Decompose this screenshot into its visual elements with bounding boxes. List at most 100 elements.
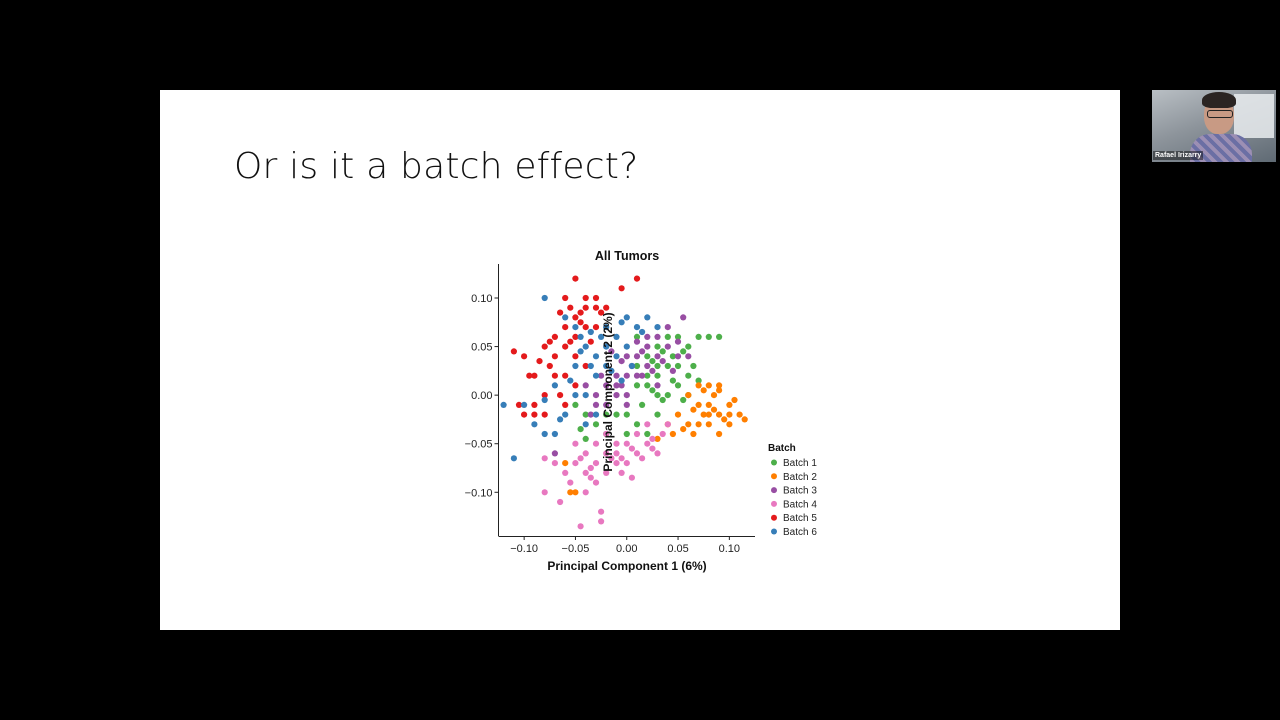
data-point — [644, 314, 651, 321]
data-point — [649, 387, 656, 394]
data-point — [664, 392, 671, 399]
data-point — [741, 416, 748, 423]
data-point — [664, 362, 671, 370]
data-point — [557, 416, 564, 423]
data-point — [623, 411, 630, 418]
data-point — [618, 377, 625, 384]
data-point — [639, 372, 646, 379]
data-point — [526, 372, 533, 379]
data-point — [603, 304, 610, 311]
data-point — [582, 362, 589, 370]
data-point — [680, 348, 687, 355]
data-point — [572, 460, 579, 467]
data-point — [674, 382, 682, 389]
data-point — [649, 367, 656, 374]
data-point — [710, 392, 718, 399]
data-point — [521, 401, 528, 408]
data-point — [582, 382, 589, 389]
legend-swatch — [771, 514, 777, 521]
data-point — [644, 333, 651, 340]
legend-title: Batch — [768, 443, 796, 454]
data-point — [551, 430, 558, 438]
data-point — [608, 348, 615, 355]
data-point — [592, 324, 600, 331]
data-point — [649, 435, 656, 442]
data-point — [736, 411, 743, 418]
data-point — [690, 430, 697, 438]
chart-title: All Tumors — [595, 249, 659, 263]
scatter-plot: All Tumors −0.10 −0.05 0.00 0.05 0.10 0.10 0.0… — [465, 249, 818, 573]
data-point — [598, 309, 605, 316]
data-point — [654, 435, 661, 442]
data-point — [582, 343, 589, 350]
data-point — [618, 358, 625, 365]
data-point — [536, 358, 543, 365]
data-point — [623, 353, 630, 360]
presentation-slide: Or is it a batch effect? All Tumors −0.1… — [160, 90, 1120, 630]
data-point — [582, 411, 589, 418]
data-point — [639, 348, 646, 355]
data-point — [608, 367, 615, 374]
data-point — [628, 445, 635, 452]
y-tick-label: 0.00 — [471, 390, 492, 402]
data-point — [618, 319, 625, 326]
data-point — [644, 382, 651, 389]
data-point — [705, 401, 712, 408]
data-point — [690, 362, 697, 370]
data-point — [562, 401, 569, 408]
data-point — [531, 421, 538, 428]
data-point — [603, 469, 610, 476]
legend-entry: Batch 2 — [783, 472, 817, 483]
data-point — [577, 309, 584, 316]
data-point — [577, 455, 584, 462]
data-point — [639, 455, 646, 462]
data-point — [639, 401, 646, 408]
x-tick-label: −0.05 — [562, 543, 590, 555]
data-point — [700, 411, 707, 418]
data-point — [587, 464, 594, 472]
data-point — [664, 333, 671, 340]
data-point — [562, 411, 569, 418]
data-point — [613, 353, 620, 360]
data-point — [546, 338, 553, 345]
data-point — [582, 489, 589, 496]
data-point — [654, 353, 661, 360]
x-tick-label: 0.05 — [667, 543, 688, 555]
data-point — [674, 333, 682, 340]
data-point — [618, 285, 625, 292]
data-point — [577, 523, 584, 530]
data-point — [633, 430, 641, 438]
data-point — [567, 338, 574, 345]
data-point — [659, 396, 666, 404]
data-point — [592, 304, 600, 311]
data-point — [572, 353, 579, 360]
data-point — [685, 343, 692, 350]
data-point — [690, 406, 697, 413]
data-point — [592, 353, 600, 360]
data-point — [623, 440, 630, 447]
data-point — [613, 392, 620, 399]
data-point — [582, 469, 589, 476]
participant-video-tile[interactable]: Rafael Irizarry — [1152, 90, 1276, 162]
data-point — [572, 314, 579, 321]
data-point — [633, 362, 641, 370]
data-point — [521, 353, 528, 360]
data-point — [705, 421, 712, 428]
data-point — [592, 460, 600, 467]
data-point — [659, 358, 666, 365]
data-point — [500, 401, 507, 408]
data-point — [726, 421, 733, 428]
legend-entry: Batch 1 — [783, 458, 817, 469]
data-point — [674, 338, 682, 345]
data-point — [623, 314, 630, 321]
data-point — [582, 392, 589, 399]
data-point — [582, 294, 589, 302]
data-point — [562, 469, 569, 476]
data-point — [541, 343, 548, 350]
data-point — [644, 440, 651, 447]
data-point — [598, 372, 605, 379]
data-point — [592, 294, 600, 302]
legend-swatch — [771, 459, 777, 466]
data-point — [726, 401, 733, 408]
data-point — [716, 387, 723, 394]
